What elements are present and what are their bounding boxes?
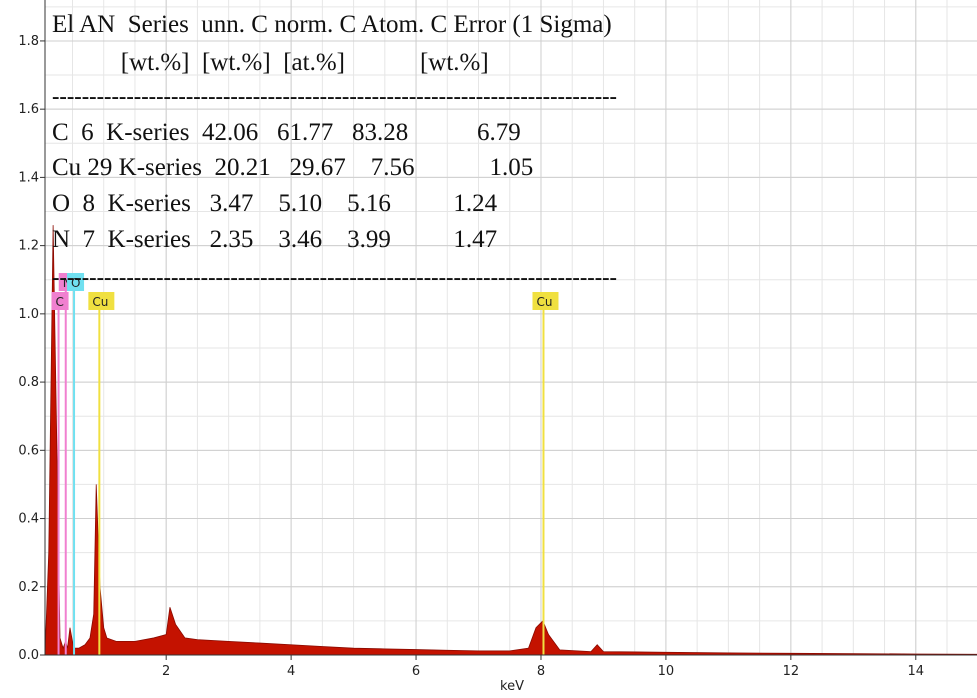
annotation-line: N 7 K-series 2.35 3.46 3.99 1.47 xyxy=(52,226,497,253)
x-tick-label: 14 xyxy=(908,664,925,679)
y-tick-label: 1.4 xyxy=(18,170,39,185)
y-tick-label: 0.2 xyxy=(18,580,39,595)
peak-marker-box xyxy=(532,292,559,310)
y-tick-label: 0.8 xyxy=(18,375,39,390)
x-tick-label: 12 xyxy=(783,664,800,679)
spectrum-area xyxy=(44,225,977,656)
annotation-line: El AN Series unn. C norm. C Atom. C Erro… xyxy=(52,11,612,38)
x-tick-label: 10 xyxy=(658,664,675,679)
x-tick-label: 6 xyxy=(412,664,420,679)
annotation-line: ----------------------------------------… xyxy=(52,264,617,291)
x-tick-label: 2 xyxy=(162,664,170,679)
peak-marker-label: Cu xyxy=(536,295,552,309)
annotation-line: ----------------------------------------… xyxy=(52,83,617,110)
y-tick-label: 0.0 xyxy=(18,648,39,663)
annotation-line: Cu 29 K-series 20.21 29.67 7.56 1.05 xyxy=(52,154,533,181)
y-tick-label: 1.8 xyxy=(18,34,39,49)
y-tick-label: 0.6 xyxy=(18,443,39,458)
peak-marker-label: O xyxy=(71,276,80,290)
x-tick-label: 4 xyxy=(287,664,295,679)
y-tick-label: 1.6 xyxy=(18,102,39,117)
x-tick-label: 8 xyxy=(537,664,545,679)
annotation-line: C 6 K-series 42.06 61.77 83.28 6.79 xyxy=(52,119,521,146)
y-tick-label: 0.4 xyxy=(18,512,39,527)
peak-marker-box xyxy=(51,292,69,310)
peak-marker-box xyxy=(67,273,85,291)
annotation-line: O 8 K-series 3.47 5.10 5.16 1.24 xyxy=(52,190,498,217)
x-axis-label: keV xyxy=(500,679,524,694)
y-tick-label: 1.0 xyxy=(18,307,39,322)
annotation-line: [wt.%] [wt.%] [at.%] [wt.%] xyxy=(52,49,489,76)
peak-marker-box xyxy=(88,292,115,310)
y-tick-label: 1.2 xyxy=(18,239,39,254)
peak-marker-label: C xyxy=(56,295,64,309)
peak-marker-label: Cu xyxy=(92,295,108,309)
